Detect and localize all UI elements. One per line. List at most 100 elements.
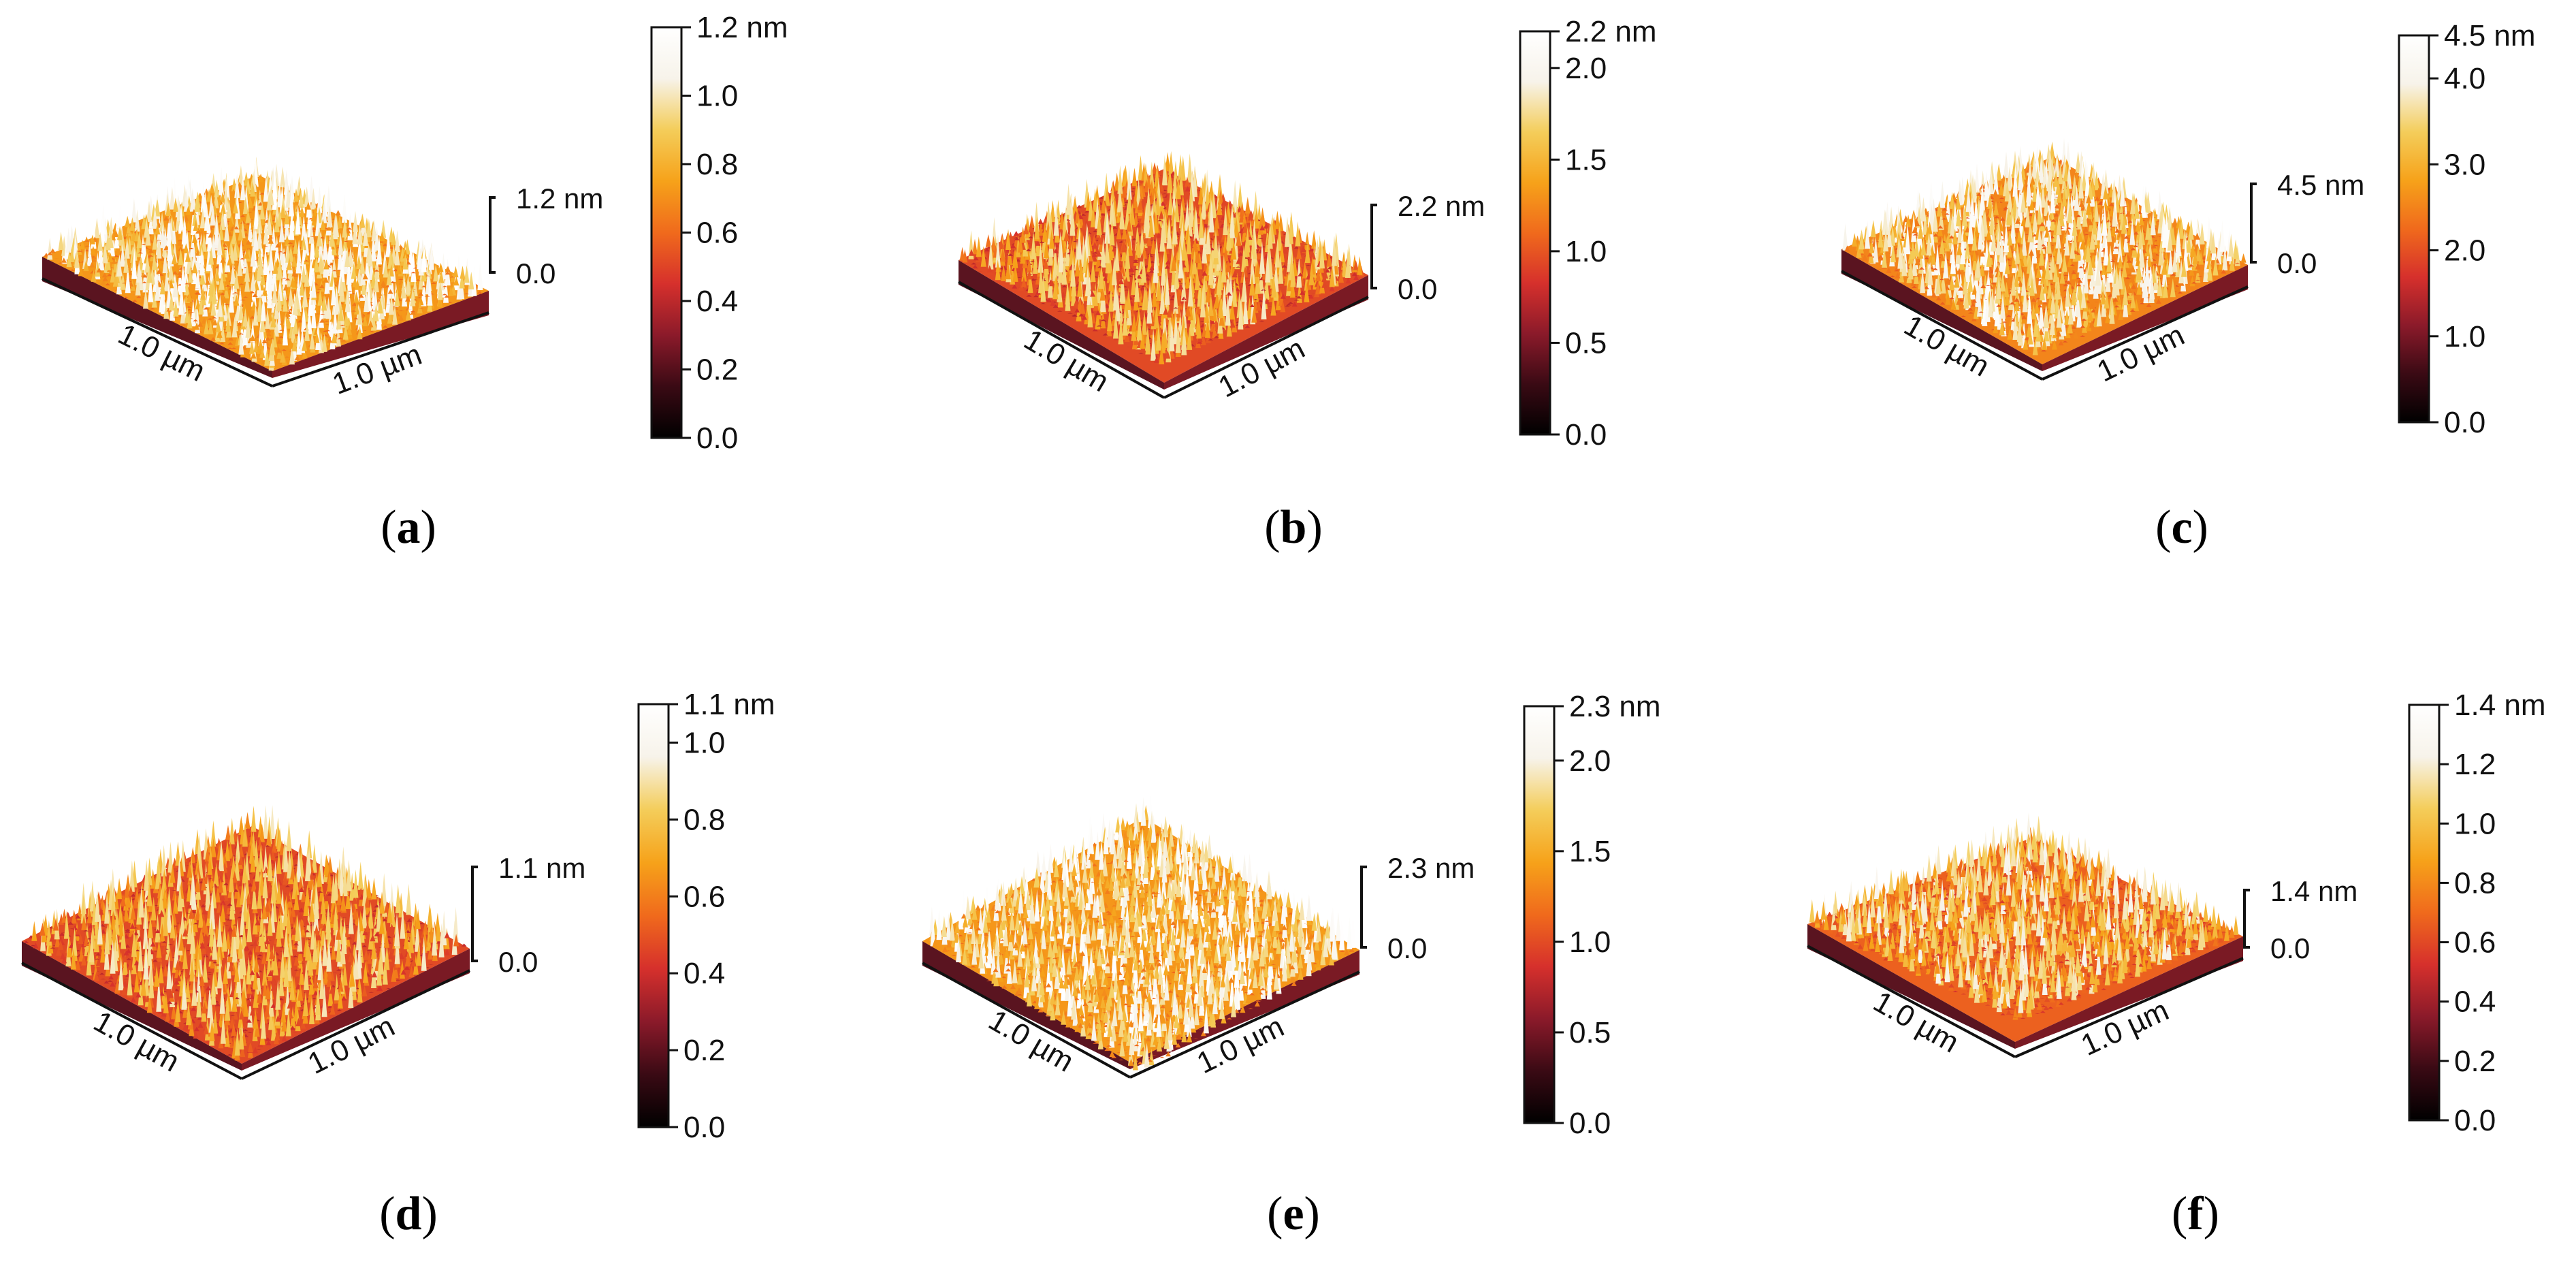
colorbar-tick-label: 0.0 [696,422,738,455]
surface-spike-group [2000,293,2006,319]
surface-skirt-right [1130,950,1359,1069]
surface-spike-group [1922,891,1929,922]
surface-spike-group [2136,926,2142,944]
surface-spike-group [1061,849,1067,880]
surface-spike-group [74,829,351,950]
surface-spike-group [96,268,102,273]
colorbar-tick-label: 0.4 [696,285,738,318]
surface-spike-group [2001,952,2008,980]
surface-spike-group [986,265,993,272]
surface-spike-group [362,875,368,906]
surface-spike-group [2055,881,2076,955]
surface-spike-group [1244,227,1251,253]
surface-spike-group [238,227,244,241]
surface-spike-group [1203,223,1209,228]
surface-spike-group [49,934,55,942]
surface-spike-group [1122,308,1128,336]
colorbar-rect [650,26,683,439]
colorbar-tick-label: 0.8 [683,803,725,836]
surface-spike-group [1967,182,2125,319]
surface-spike-group [121,985,127,996]
surface-spike-group [2099,908,2106,931]
surface-spike-group [2106,219,2112,242]
surface-spike-group [2016,857,2022,883]
colorbar-tick-label: 1.0 [2444,320,2485,353]
surface-spike-group [353,946,359,980]
surface-spike-group [208,918,214,947]
colorbar-tick-label: 0.8 [696,148,738,181]
surface-spike-group [148,953,154,986]
surface-spike-group [1112,844,1154,953]
surface-spike-group [1290,261,1296,287]
surface-spike-group [2056,968,2062,999]
surface-spike-group [325,910,332,940]
surface-spike-group [2054,151,2060,177]
surface-spike-group [352,223,358,244]
surface-spike-group [245,904,317,976]
surface-spike-group [2130,291,2136,308]
surface-spike-group [1167,940,1173,966]
surface-spike-group [2176,227,2182,257]
surface-spike-group [1338,270,1345,283]
surface-spike-group [184,306,190,323]
surface-spike-group [353,210,358,232]
surface-spike-group [1846,911,1852,942]
surface-spike-group [110,939,116,974]
surface-spike-group [217,294,223,317]
z-scale-max-label: 4.5 nm [2277,169,2364,201]
surface-spike-group [976,236,982,257]
surface-spike-group [2017,259,2023,277]
surface-spike-group [1175,951,1181,964]
surface-spike-group [1164,272,1179,351]
surface-spike-group [1180,923,1186,948]
surface-spike-group [1965,185,1971,212]
surface-spike-group [275,979,281,1010]
colorbar-tick-label: 1.0 [683,726,725,759]
surface-spike-group [1111,255,1117,285]
surface-spike-group [245,177,251,195]
surface-spike-group [225,994,231,1021]
surface-spike-group [2070,236,2076,259]
colorbar-tick-label: 1.0 [696,80,738,113]
surface-spike-group [316,227,322,247]
panel-caption: (d) [379,1188,438,1240]
surface-spike-group [94,851,301,1032]
surface-spike-group [2078,873,2084,902]
colorbar-tick-label: 0.4 [683,957,725,990]
surface-spike-group [2102,871,2108,902]
surface-spike-group [1012,876,1258,1017]
surface-spikes [23,805,467,1061]
surface-spike-group [1061,255,1067,285]
colorbar-tick-label: 1.2 [2454,748,2496,781]
panel-caption: (c) [2155,501,2208,554]
surface-spike-group [285,1009,291,1036]
surface-spike-group [205,879,211,911]
surface-spike-group [1935,844,1942,874]
surface-spike-group [2167,228,2173,251]
surface-spike-group [1090,281,1096,291]
surface-spike-group [1887,942,1893,961]
surface-spike-group [1055,908,1061,927]
surface-spike-group [373,303,379,321]
surface-spike-group [2055,279,2061,300]
surface-spike-group [2012,315,2018,340]
surface-spike-group [216,915,223,947]
surface-spike-group [161,945,167,955]
surface-spike-group [1898,850,2199,940]
surface-spike-group [337,987,343,1009]
surface-spike-group [357,305,363,325]
surface-spike-group [2044,259,2050,279]
surface-spike-group [2051,919,2057,945]
colorbar-tick-label: 0.0 [1565,418,1607,452]
surface-spike-group [1037,242,1044,273]
surface-spike-group [344,247,351,267]
surface-spike-group [2072,216,2078,236]
surface-spike-group [1069,913,1076,936]
colorbar-tick-label: 0.2 [696,353,738,387]
surface-spike-group [2020,915,2027,946]
surface-spike-group [303,960,309,990]
surface-spike-group [1172,213,1178,244]
surface-spike-group [1019,876,1025,894]
colorbar-tick-label: 1.5 [1565,143,1607,176]
